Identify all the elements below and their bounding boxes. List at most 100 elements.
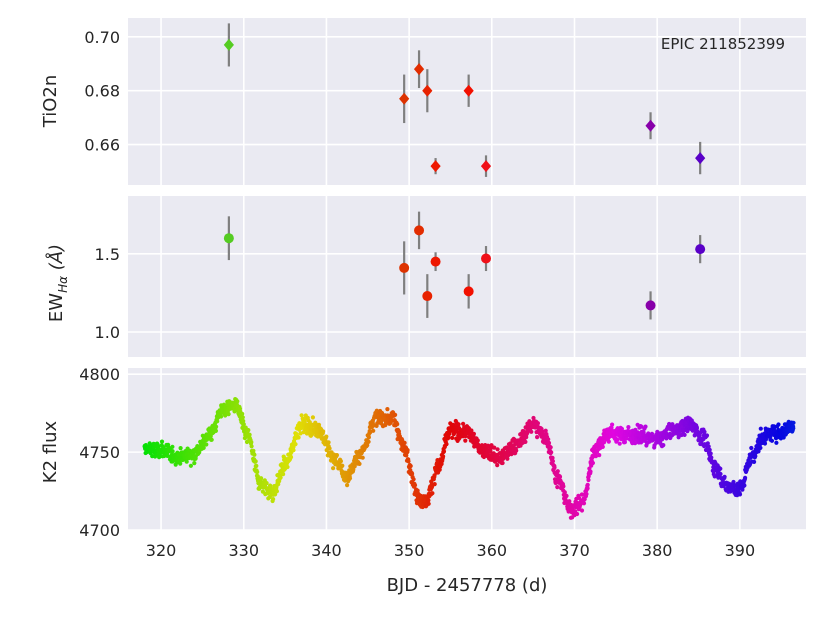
x-axis-label: BJD - 2457778 (d)	[387, 575, 548, 596]
flux-point	[535, 421, 541, 426]
flux-point	[170, 449, 175, 454]
flux-point	[561, 484, 566, 489]
flux-point	[471, 431, 476, 436]
flux-point	[500, 460, 505, 466]
flux-point	[597, 453, 602, 458]
ew-ylabel-subscript: Hα	[56, 276, 70, 293]
flux-point	[564, 493, 569, 498]
flux-point	[446, 435, 451, 440]
flux-point	[495, 447, 500, 452]
x-tick-label: 370	[559, 541, 590, 560]
flux-point	[235, 399, 240, 404]
flux-point	[249, 440, 254, 445]
flux-point	[441, 449, 447, 454]
flux-point	[704, 433, 710, 438]
flux-point	[463, 438, 468, 443]
flux-point	[548, 445, 553, 450]
flux-point	[241, 418, 246, 424]
flux-point	[709, 455, 714, 460]
flux-point	[192, 461, 197, 466]
flux-point	[450, 435, 455, 440]
flux-point	[535, 435, 540, 440]
flux-point	[201, 445, 206, 450]
panel-k2flux-xticks: 320 330 340 350 360 370 380 390	[146, 541, 755, 560]
flux-point	[255, 469, 260, 475]
flux-point	[411, 477, 416, 482]
flux-point	[430, 491, 435, 496]
flux-point	[321, 429, 326, 434]
flux-point	[514, 448, 519, 453]
flux-point	[240, 415, 245, 420]
flux-point	[791, 426, 796, 431]
y-tick-label: 0.66	[84, 136, 120, 155]
data-point-diamond	[422, 84, 433, 97]
panel-tio2n-yticks: 0.66 0.68 0.70	[84, 28, 120, 155]
flux-point	[600, 444, 605, 449]
flux-point	[412, 483, 418, 488]
panel-k2flux-yticks: 4700 4750 4800	[79, 365, 120, 540]
ew-ylabel-main: EW	[46, 293, 67, 322]
flux-point	[246, 428, 251, 433]
flux-point	[215, 419, 220, 424]
flux-point	[338, 459, 343, 464]
flux-point	[707, 447, 712, 452]
flux-point	[708, 451, 713, 456]
flux-point	[495, 463, 500, 468]
flux-point	[626, 425, 631, 430]
flux-point	[581, 501, 587, 506]
y-tick-label: 4700	[79, 521, 120, 540]
flux-point	[406, 459, 411, 464]
flux-point	[352, 464, 357, 469]
y-tick-label: 0.68	[84, 82, 120, 101]
x-tick-label: 390	[725, 541, 756, 560]
flux-point	[555, 469, 560, 474]
flux-point	[281, 472, 286, 477]
flux-point	[405, 448, 410, 453]
flux-point	[426, 498, 431, 503]
flux-point	[345, 483, 350, 488]
data-point-diamond	[480, 160, 492, 173]
flux-point	[288, 455, 294, 460]
flux-point	[602, 440, 607, 445]
flux-point	[371, 428, 376, 433]
flux-point	[489, 443, 494, 448]
data-point-diamond	[463, 84, 474, 97]
flux-point	[253, 459, 258, 464]
flux-point	[226, 412, 231, 417]
flux-point	[524, 435, 529, 440]
flux-point	[682, 432, 687, 437]
flux-point	[546, 440, 552, 446]
flux-point	[776, 422, 781, 427]
flux-point	[758, 426, 763, 431]
panel-k2flux-ylabel: K2 flux	[40, 420, 61, 483]
flux-point	[576, 495, 582, 500]
flux-point	[575, 511, 580, 517]
flux-point	[543, 428, 548, 433]
flux-point	[393, 412, 398, 417]
flux-point	[326, 440, 331, 445]
data-point-diamond	[695, 152, 706, 165]
flux-point	[432, 482, 437, 487]
flux-point	[712, 474, 717, 479]
data-point-circle	[695, 244, 706, 255]
data-point-diamond	[413, 63, 425, 76]
panel-tio2n-ylabel: TiO2n	[40, 75, 61, 128]
flux-point	[159, 439, 165, 444]
data-point-circle	[430, 256, 441, 267]
flux-point	[170, 444, 175, 449]
y-tick-label: 1.5	[95, 245, 120, 264]
data-point-circle	[463, 286, 474, 297]
flux-point	[622, 440, 628, 445]
panel-ew-background	[128, 196, 806, 357]
flux-point	[324, 434, 329, 439]
y-tick-label: 4800	[79, 365, 120, 384]
flux-point	[408, 463, 413, 469]
flux-point	[555, 485, 560, 490]
flux-point	[441, 454, 446, 459]
flux-point	[264, 481, 269, 486]
flux-point	[552, 465, 557, 470]
flux-point	[331, 466, 336, 471]
flux-point	[291, 448, 296, 453]
flux-point	[273, 492, 278, 497]
flux-point	[722, 474, 727, 479]
